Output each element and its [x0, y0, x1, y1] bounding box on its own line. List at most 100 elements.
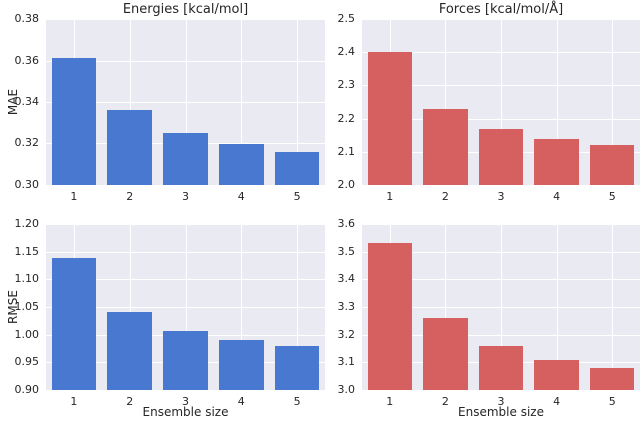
bar-ensemble-4 [218, 143, 264, 185]
bar-ensemble-4 [534, 359, 579, 390]
y-tick-label: 3.6 [337, 217, 356, 230]
gridline-horizontal [46, 279, 325, 280]
gridline-vertical [445, 19, 446, 185]
y-tick-label: 0.34 [14, 95, 40, 108]
plot-area [46, 19, 325, 186]
x-tick-label: 2 [441, 395, 449, 408]
gridline-vertical [186, 224, 187, 390]
bar-ensemble-5 [274, 151, 320, 185]
y-tick-label: 2.1 [337, 145, 356, 158]
x-tick-label: 2 [441, 190, 449, 203]
gridline-horizontal [46, 102, 325, 103]
x-tick-label: 3 [497, 190, 505, 203]
x-tick-label: 5 [293, 190, 301, 203]
bar-ensemble-5 [274, 345, 320, 390]
x-tick-label: 4 [237, 395, 245, 408]
gridline-vertical [130, 19, 131, 185]
x-axis-label-ensemble-size: Ensemble size [142, 405, 229, 419]
bar-ensemble-5 [589, 145, 635, 185]
gridline-horizontal [362, 390, 640, 391]
bar-ensemble-2 [107, 311, 152, 390]
bar-ensemble-1 [51, 258, 97, 390]
y-tick-label: 0.30 [14, 178, 40, 191]
plot-area [362, 19, 640, 186]
gridline-horizontal [46, 19, 325, 20]
x-tick-label: 2 [126, 395, 134, 408]
gridline-vertical [612, 224, 613, 390]
gridline-vertical [186, 19, 187, 185]
x-tick-label: 3 [181, 395, 189, 408]
y-tick-label: 0.38 [14, 12, 40, 25]
bar-ensemble-3 [163, 133, 208, 185]
y-tick-label: 1.20 [14, 217, 40, 230]
bar-ensemble-2 [107, 110, 152, 185]
x-tick-label: 4 [237, 190, 245, 203]
y-tick-label: 2.5 [337, 12, 356, 25]
chart-title-energies: Energies [kcal/mol] [122, 2, 249, 17]
bar-ensemble-1 [51, 58, 97, 185]
x-tick-label: 1 [386, 395, 394, 408]
gridline-horizontal [46, 185, 325, 186]
gridline-horizontal [362, 185, 640, 186]
y-tick-label: 1.10 [14, 272, 40, 285]
y-tick-label: 3.5 [337, 245, 356, 258]
y-tick-label: 1.05 [14, 300, 40, 313]
chart-forces-rmse: Ensemble size 3.0 3.1 3.2 3.3 3.4 3.5 3.6 1 2 3 4 5 [333, 213, 640, 427]
x-tick-label: 3 [181, 190, 189, 203]
chart-energies-rmse: RMSE Ensemble size 0.90 0.95 1.00 1.05 1.10 1… [0, 213, 333, 427]
y-tick-label: 2.4 [337, 45, 356, 58]
chart-forces-mae: Forces [kcal/mol/Å] 2.0 2.1 2.2 2.3 2.4 2.5 1 2… [333, 0, 640, 213]
bar-ensemble-3 [163, 330, 208, 390]
bar-ensemble-3 [478, 345, 524, 390]
x-tick-label: 4 [553, 190, 561, 203]
y-tick-label: 2.0 [337, 178, 356, 191]
x-tick-label: 5 [608, 395, 616, 408]
y-tick-label: 3.0 [337, 383, 356, 396]
y-tick-label: 2.2 [337, 112, 356, 125]
x-axis-label-ensemble-size: Ensemble size [458, 405, 544, 419]
gridline-vertical [612, 19, 613, 185]
x-tick-label: 1 [70, 395, 78, 408]
y-tick-label: 3.1 [337, 355, 356, 368]
plot-area [362, 224, 640, 391]
bar-ensemble-4 [218, 339, 264, 390]
gridline-vertical [501, 19, 502, 185]
gridline-vertical [297, 19, 298, 185]
y-tick-label: 0.90 [14, 383, 40, 396]
gridline-vertical [445, 224, 446, 390]
gridline-vertical [557, 224, 558, 390]
y-tick-label: 3.2 [337, 328, 356, 341]
chart-energies-mae: Energies [kcal/mol] MAE 0.30 0.32 0.34 0.36… [0, 0, 333, 213]
gridline-vertical [241, 19, 242, 185]
x-tick-label: 2 [126, 190, 134, 203]
x-tick-label: 5 [608, 190, 616, 203]
x-tick-label: 4 [553, 395, 561, 408]
bar-ensemble-4 [534, 138, 579, 185]
bar-ensemble-1 [367, 243, 413, 390]
bar-ensemble-2 [423, 318, 468, 390]
x-tick-label: 3 [497, 395, 505, 408]
bar-ensemble-3 [478, 128, 524, 185]
gridline-vertical [130, 224, 131, 390]
gridline-vertical [297, 224, 298, 390]
gridline-vertical [557, 19, 558, 185]
gridline-horizontal [46, 390, 325, 391]
bar-ensemble-1 [367, 52, 413, 185]
gridline-horizontal [46, 61, 325, 62]
x-tick-label: 1 [386, 190, 394, 203]
bar-ensemble-5 [589, 367, 635, 390]
y-tick-label: 0.95 [14, 355, 40, 368]
y-tick-label: 0.36 [14, 54, 40, 67]
y-tick-label: 0.32 [14, 136, 40, 149]
y-tick-label: 3.3 [337, 300, 356, 313]
gridline-horizontal [46, 224, 325, 225]
y-tick-label: 1.15 [14, 245, 40, 258]
y-tick-label: 3.4 [337, 272, 356, 285]
gridline-vertical [501, 224, 502, 390]
y-tick-label: 2.3 [337, 78, 356, 91]
bar-ensemble-2 [423, 108, 468, 185]
gridline-vertical [241, 224, 242, 390]
gridline-horizontal [46, 252, 325, 253]
x-tick-label: 1 [70, 190, 78, 203]
